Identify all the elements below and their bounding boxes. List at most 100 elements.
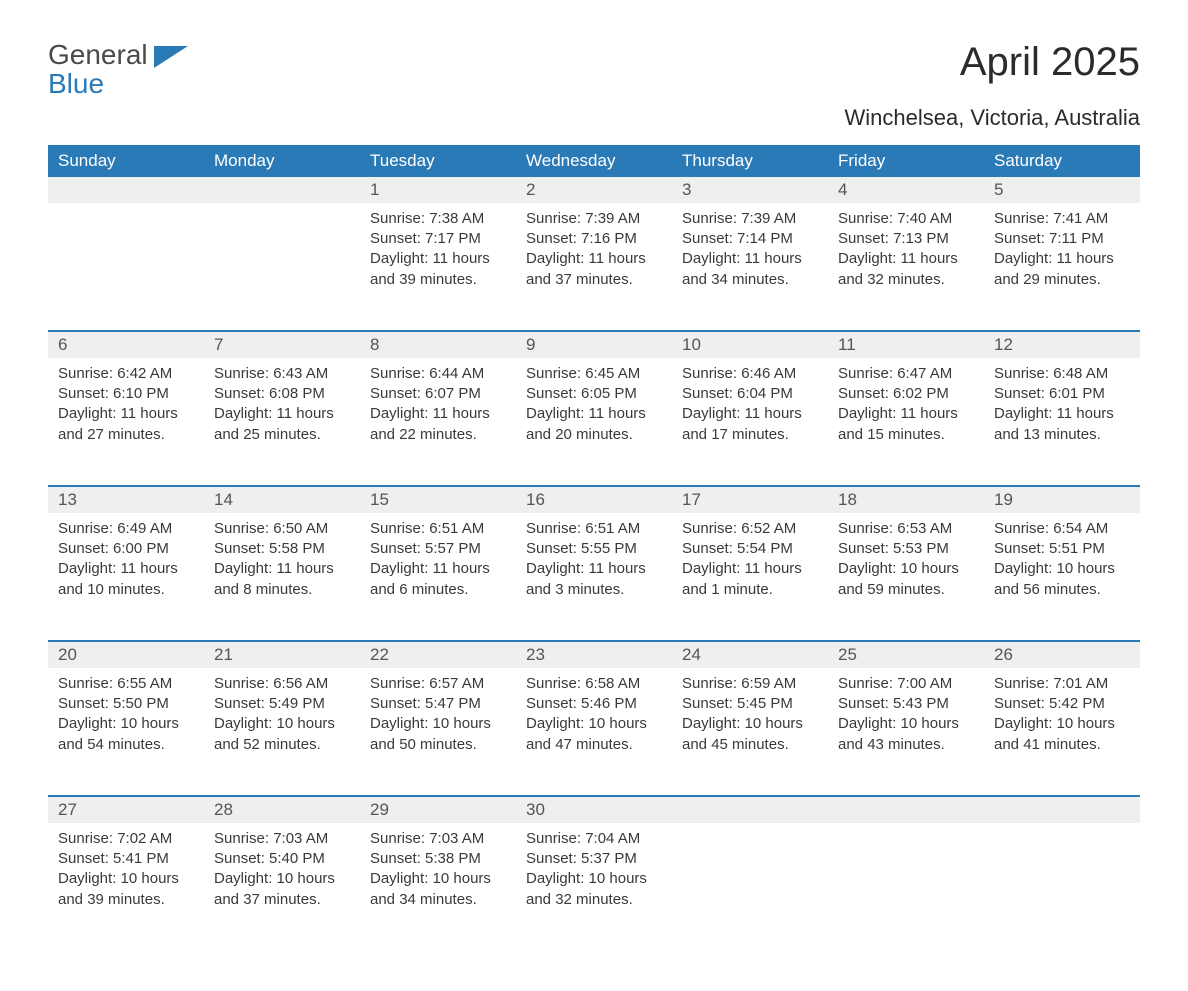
day-body: Sunrise: 6:56 AMSunset: 5:49 PMDaylight:… bbox=[204, 668, 360, 773]
day-line-d2: and 52 minutes. bbox=[214, 735, 350, 755]
day-body: Sunrise: 6:55 AMSunset: 5:50 PMDaylight:… bbox=[48, 668, 204, 773]
day-cell: Sunrise: 7:03 AMSunset: 5:40 PMDaylight:… bbox=[204, 823, 360, 951]
day-cell: Sunrise: 6:50 AMSunset: 5:58 PMDaylight:… bbox=[204, 513, 360, 641]
day-body: Sunrise: 6:43 AMSunset: 6:08 PMDaylight:… bbox=[204, 358, 360, 463]
day-body: Sunrise: 7:39 AMSunset: 7:14 PMDaylight:… bbox=[672, 203, 828, 308]
day-cell bbox=[204, 203, 360, 331]
day-number-cell: 22 bbox=[360, 641, 516, 668]
day-line-ss: Sunset: 7:17 PM bbox=[370, 229, 506, 249]
day-line-d2: and 3 minutes. bbox=[526, 580, 662, 600]
day-line-d2: and 54 minutes. bbox=[58, 735, 194, 755]
day-number-cell bbox=[984, 796, 1140, 823]
day-line-ss: Sunset: 6:05 PM bbox=[526, 384, 662, 404]
day-line-d1: Daylight: 10 hours bbox=[838, 559, 974, 579]
day-line-d2: and 39 minutes. bbox=[58, 890, 194, 910]
day-line-d2: and 8 minutes. bbox=[214, 580, 350, 600]
day-body: Sunrise: 6:57 AMSunset: 5:47 PMDaylight:… bbox=[360, 668, 516, 773]
day-number-cell: 13 bbox=[48, 486, 204, 513]
day-line-sr: Sunrise: 6:51 AM bbox=[370, 519, 506, 539]
day-cell: Sunrise: 6:55 AMSunset: 5:50 PMDaylight:… bbox=[48, 668, 204, 796]
day-line-d1: Daylight: 10 hours bbox=[370, 714, 506, 734]
daynum-row: 20212223242526 bbox=[48, 641, 1140, 668]
day-body: Sunrise: 7:02 AMSunset: 5:41 PMDaylight:… bbox=[48, 823, 204, 928]
day-number-cell: 29 bbox=[360, 796, 516, 823]
day-line-d1: Daylight: 10 hours bbox=[214, 714, 350, 734]
header: General Blue April 2025 bbox=[48, 40, 1140, 99]
day-line-ss: Sunset: 5:46 PM bbox=[526, 694, 662, 714]
day-cell: Sunrise: 7:04 AMSunset: 5:37 PMDaylight:… bbox=[516, 823, 672, 951]
daynum-row: 12345 bbox=[48, 177, 1140, 203]
day-line-sr: Sunrise: 6:49 AM bbox=[58, 519, 194, 539]
day-number-cell: 1 bbox=[360, 177, 516, 203]
day-line-d2: and 6 minutes. bbox=[370, 580, 506, 600]
day-body: Sunrise: 6:44 AMSunset: 6:07 PMDaylight:… bbox=[360, 358, 516, 463]
day-line-d1: Daylight: 10 hours bbox=[994, 714, 1130, 734]
location-label: Winchelsea, Victoria, Australia bbox=[48, 105, 1140, 131]
day-body: Sunrise: 6:49 AMSunset: 6:00 PMDaylight:… bbox=[48, 513, 204, 618]
day-cell: Sunrise: 6:45 AMSunset: 6:05 PMDaylight:… bbox=[516, 358, 672, 486]
day-line-d2: and 22 minutes. bbox=[370, 425, 506, 445]
day-cell bbox=[48, 203, 204, 331]
day-body: Sunrise: 6:47 AMSunset: 6:02 PMDaylight:… bbox=[828, 358, 984, 463]
day-line-d2: and 43 minutes. bbox=[838, 735, 974, 755]
day-line-ss: Sunset: 5:49 PM bbox=[214, 694, 350, 714]
day-line-ss: Sunset: 7:11 PM bbox=[994, 229, 1130, 249]
day-number-cell: 4 bbox=[828, 177, 984, 203]
day-cell: Sunrise: 6:53 AMSunset: 5:53 PMDaylight:… bbox=[828, 513, 984, 641]
day-cell: Sunrise: 7:39 AMSunset: 7:14 PMDaylight:… bbox=[672, 203, 828, 331]
day-line-d2: and 59 minutes. bbox=[838, 580, 974, 600]
day-line-sr: Sunrise: 6:51 AM bbox=[526, 519, 662, 539]
day-line-sr: Sunrise: 6:59 AM bbox=[682, 674, 818, 694]
day-number-cell: 15 bbox=[360, 486, 516, 513]
day-number-cell: 2 bbox=[516, 177, 672, 203]
day-line-d1: Daylight: 11 hours bbox=[838, 249, 974, 269]
week-body-row: Sunrise: 6:55 AMSunset: 5:50 PMDaylight:… bbox=[48, 668, 1140, 796]
day-line-ss: Sunset: 5:47 PM bbox=[370, 694, 506, 714]
day-line-ss: Sunset: 7:13 PM bbox=[838, 229, 974, 249]
day-line-d1: Daylight: 10 hours bbox=[526, 714, 662, 734]
day-line-d2: and 34 minutes. bbox=[682, 270, 818, 290]
day-line-ss: Sunset: 5:37 PM bbox=[526, 849, 662, 869]
day-line-sr: Sunrise: 7:03 AM bbox=[214, 829, 350, 849]
day-line-d1: Daylight: 11 hours bbox=[370, 559, 506, 579]
day-line-d1: Daylight: 11 hours bbox=[838, 404, 974, 424]
weekday-header: Friday bbox=[828, 145, 984, 177]
day-number-cell: 18 bbox=[828, 486, 984, 513]
day-number-cell bbox=[204, 177, 360, 203]
logo-word1: General bbox=[48, 40, 148, 69]
day-line-d2: and 45 minutes. bbox=[682, 735, 818, 755]
weekday-header: Thursday bbox=[672, 145, 828, 177]
day-line-sr: Sunrise: 7:02 AM bbox=[58, 829, 194, 849]
day-number-cell: 17 bbox=[672, 486, 828, 513]
day-number-cell bbox=[828, 796, 984, 823]
weekday-header: Sunday bbox=[48, 145, 204, 177]
day-line-sr: Sunrise: 6:53 AM bbox=[838, 519, 974, 539]
day-number-cell: 14 bbox=[204, 486, 360, 513]
day-cell: Sunrise: 6:43 AMSunset: 6:08 PMDaylight:… bbox=[204, 358, 360, 486]
flag-icon bbox=[154, 46, 188, 73]
day-body: Sunrise: 6:42 AMSunset: 6:10 PMDaylight:… bbox=[48, 358, 204, 463]
day-line-sr: Sunrise: 6:56 AM bbox=[214, 674, 350, 694]
day-line-sr: Sunrise: 7:38 AM bbox=[370, 209, 506, 229]
calendar-table: SundayMondayTuesdayWednesdayThursdayFrid… bbox=[48, 145, 1140, 951]
day-line-ss: Sunset: 6:02 PM bbox=[838, 384, 974, 404]
day-line-ss: Sunset: 5:58 PM bbox=[214, 539, 350, 559]
day-cell: Sunrise: 7:38 AMSunset: 7:17 PMDaylight:… bbox=[360, 203, 516, 331]
day-number-cell: 12 bbox=[984, 331, 1140, 358]
day-line-d2: and 20 minutes. bbox=[526, 425, 662, 445]
day-line-d1: Daylight: 10 hours bbox=[994, 559, 1130, 579]
day-line-sr: Sunrise: 7:39 AM bbox=[682, 209, 818, 229]
day-line-sr: Sunrise: 6:54 AM bbox=[994, 519, 1130, 539]
day-line-ss: Sunset: 5:41 PM bbox=[58, 849, 194, 869]
week-body-row: Sunrise: 6:42 AMSunset: 6:10 PMDaylight:… bbox=[48, 358, 1140, 486]
day-cell: Sunrise: 7:01 AMSunset: 5:42 PMDaylight:… bbox=[984, 668, 1140, 796]
day-line-sr: Sunrise: 6:55 AM bbox=[58, 674, 194, 694]
day-line-d2: and 56 minutes. bbox=[994, 580, 1130, 600]
logo-word2: Blue bbox=[48, 69, 148, 98]
day-line-d2: and 15 minutes. bbox=[838, 425, 974, 445]
day-line-ss: Sunset: 5:45 PM bbox=[682, 694, 818, 714]
day-line-d2: and 37 minutes. bbox=[526, 270, 662, 290]
day-body: Sunrise: 6:58 AMSunset: 5:46 PMDaylight:… bbox=[516, 668, 672, 773]
day-line-ss: Sunset: 5:54 PM bbox=[682, 539, 818, 559]
day-line-d2: and 39 minutes. bbox=[370, 270, 506, 290]
